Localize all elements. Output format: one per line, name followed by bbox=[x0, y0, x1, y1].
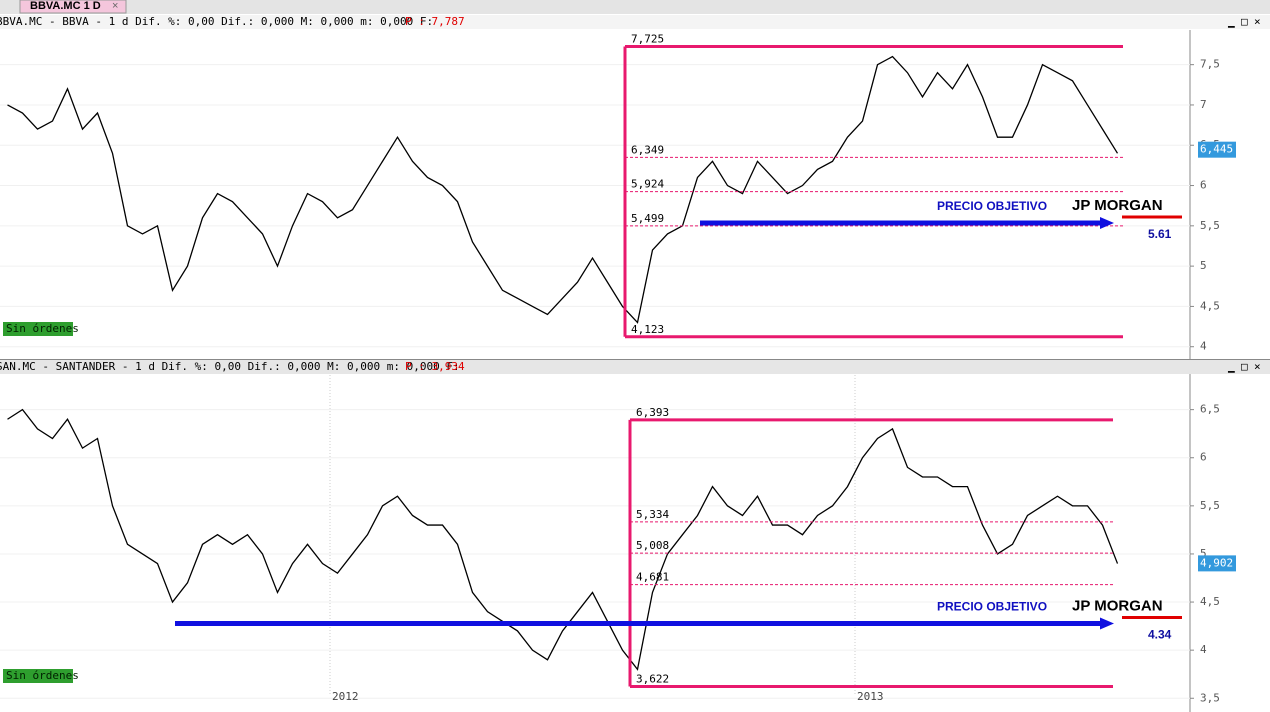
window-button[interactable]: ▁ bbox=[1227, 15, 1235, 28]
y-tick-label: 4,5 bbox=[1200, 299, 1220, 312]
target-broker: JP MORGAN bbox=[1072, 197, 1163, 214]
header-bar bbox=[0, 360, 1270, 374]
y-tick-label: 5,5 bbox=[1200, 499, 1220, 512]
target-value: 4.34 bbox=[1148, 628, 1172, 642]
y-tick-label: 4 bbox=[1200, 643, 1207, 656]
current-price-label: 4,902 bbox=[1200, 556, 1233, 569]
y-tick-label: 4,5 bbox=[1200, 595, 1220, 608]
target-title: PRECIO OBJETIVO bbox=[937, 600, 1047, 614]
y-tick-label: 7 bbox=[1200, 98, 1207, 111]
header-text: SAN.MC - SANTANDER - 1 d Dif. %: 0,00 Di… bbox=[0, 360, 460, 373]
tab-bar bbox=[0, 0, 1270, 14]
window-button[interactable]: × bbox=[1254, 360, 1261, 373]
level-label: 5,008 bbox=[636, 539, 669, 552]
status-label: Sin órdenes bbox=[6, 669, 79, 682]
arrow-head bbox=[1100, 216, 1114, 229]
target-title: PRECIO OBJETIVO bbox=[937, 199, 1047, 213]
price-line bbox=[7, 55, 1119, 324]
y-tick-label: 6 bbox=[1200, 451, 1207, 464]
y-tick-label: 3,5 bbox=[1200, 691, 1220, 704]
y-tick-label: 6,5 bbox=[1200, 403, 1220, 416]
y-tick-label: 4 bbox=[1200, 340, 1207, 353]
tab[interactable] bbox=[19, 0, 127, 14]
level-label: 5,924 bbox=[631, 178, 664, 191]
tab-close[interactable]: × bbox=[112, 0, 118, 12]
target-value: 5.61 bbox=[1148, 227, 1172, 241]
current-price-box bbox=[1198, 555, 1236, 572]
status-badge bbox=[3, 322, 73, 336]
header-price: P : 7,787 bbox=[405, 15, 465, 28]
y-tick-label: 5,5 bbox=[1200, 219, 1220, 232]
header-text: BBVA.MC - BBVA - 1 d Dif. %: 0,00 Dif.: … bbox=[0, 15, 433, 28]
y-tick-label: 5 bbox=[1200, 259, 1207, 272]
box-top-label: 6,393 bbox=[636, 406, 669, 419]
level-label: 5,499 bbox=[631, 212, 664, 225]
level-label: 4,681 bbox=[636, 571, 669, 584]
price-line bbox=[7, 408, 1119, 671]
target-broker: JP MORGAN bbox=[1072, 597, 1163, 614]
box-top-label: 7,725 bbox=[631, 33, 664, 46]
window-button[interactable]: ▁ bbox=[1227, 360, 1235, 373]
y-tick-label: 6 bbox=[1200, 179, 1207, 192]
box-bottom-label: 3,622 bbox=[636, 673, 669, 686]
level-label: 6,349 bbox=[631, 143, 664, 156]
current-price-label: 6,445 bbox=[1200, 143, 1233, 156]
window-button[interactable]: × bbox=[1254, 15, 1261, 28]
window-button[interactable]: □ bbox=[1241, 360, 1248, 373]
window-button[interactable]: □ bbox=[1241, 15, 1248, 28]
x-tick-label: 2012 bbox=[332, 690, 359, 703]
tab-label[interactable]: BBVA.MC 1 D bbox=[30, 0, 101, 12]
y-tick-label: 7,5 bbox=[1200, 58, 1220, 71]
header-price: P : 3,934 bbox=[405, 360, 465, 373]
x-tick-label: 2013 bbox=[857, 690, 884, 703]
level-label: 5,334 bbox=[636, 508, 669, 521]
status-label: Sin órdenes bbox=[6, 322, 79, 335]
arrow-head bbox=[1100, 617, 1114, 630]
header-bar bbox=[0, 15, 1270, 29]
box-bottom-label: 4,123 bbox=[631, 323, 664, 336]
status-badge bbox=[3, 669, 73, 683]
current-price-box bbox=[1198, 141, 1236, 158]
y-tick-label: 5 bbox=[1200, 547, 1207, 560]
